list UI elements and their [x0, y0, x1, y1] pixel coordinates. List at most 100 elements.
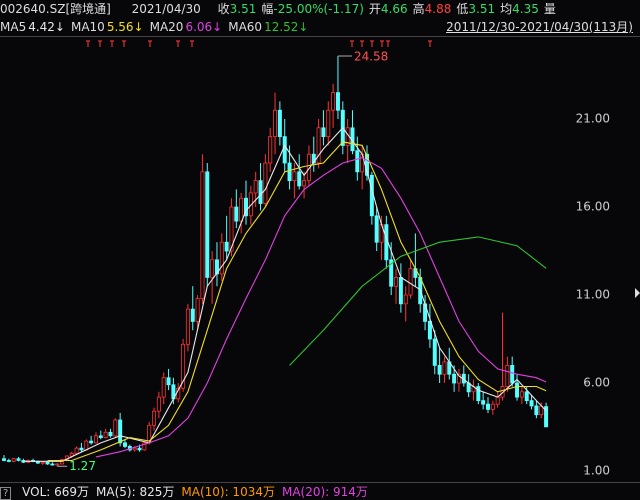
candle-body: [253, 180, 258, 194]
candle-body: [505, 365, 510, 387]
y-tick-label: 6.00: [583, 376, 610, 390]
candle-body: [398, 277, 403, 305]
ma-label: MA5: [0, 20, 27, 34]
candle-body: [16, 458, 21, 461]
candle-body: [427, 321, 432, 340]
ma-value: 6.06↓: [185, 20, 223, 34]
candle-body: [69, 453, 74, 457]
candle-body: [263, 162, 268, 204]
trough-label: 1.27: [69, 459, 96, 473]
candle-body: [335, 92, 340, 111]
candle-body: [152, 410, 157, 426]
candle-body: [248, 192, 253, 217]
event-marker: [122, 40, 126, 47]
ma-value: 5.56↓: [106, 20, 144, 34]
candle-body: [316, 127, 321, 164]
candle-body: [156, 396, 161, 412]
scroll-arrow: [635, 288, 640, 298]
candle-body: [432, 338, 437, 366]
candle-body: [442, 361, 447, 375]
candle-body: [113, 419, 118, 437]
ma-value: 12.52↓: [264, 20, 309, 34]
candle-body: [50, 463, 55, 466]
candle-body: [219, 241, 224, 275]
candle-body: [142, 442, 147, 451]
ma-line: [23, 126, 547, 462]
candle-body: [11, 458, 16, 462]
volume-stat: MA(20): 914万: [281, 485, 368, 499]
candle-body: [2, 458, 7, 461]
candle-body: [389, 259, 394, 287]
ma-line: [95, 157, 547, 458]
y-tick-label: 11.00: [576, 288, 610, 302]
event-marker: [370, 40, 374, 47]
candle-body: [123, 442, 128, 447]
candle-body: [108, 431, 113, 437]
volume-stat: VOL: 669万: [22, 485, 90, 499]
ma-value: 4.42↓: [28, 20, 65, 34]
candle-body: [297, 171, 302, 187]
field-label: 量: [543, 2, 556, 16]
candle-body: [355, 150, 360, 173]
candle-body: [74, 447, 79, 454]
candle-body: [374, 215, 379, 243]
candle-body: [311, 153, 316, 164]
candle-body: [40, 461, 45, 464]
candle-body: [190, 308, 195, 322]
candle-body: [200, 171, 205, 299]
candle-body: [485, 403, 490, 410]
candle-body: [510, 365, 515, 384]
candle-body: [476, 386, 481, 402]
candle-body: [6, 460, 11, 462]
ma-legend: MA5 4.42↓ MA10 5.56↓ MA20 6.06↓ MA60 12.52↓ 2011…: [0, 18, 640, 37]
event-marker: [190, 40, 194, 47]
ma-label: MA60: [228, 20, 263, 34]
field-label: 开: [368, 2, 381, 16]
candle-body: [258, 180, 263, 204]
event-marker: [110, 40, 114, 47]
field-label: 高: [412, 2, 425, 16]
field-value: 4.35: [512, 2, 539, 16]
date-range: 2011/12/30-2021/04/30(113月): [446, 20, 633, 34]
ma-label: MA20: [149, 20, 184, 34]
candle-body: [277, 109, 282, 138]
event-marker: [148, 40, 152, 47]
event-marker: [86, 40, 90, 47]
candle-body: [529, 400, 534, 407]
field-label: 低: [456, 2, 469, 16]
candle-body: [161, 377, 166, 398]
field-label: 收: [217, 2, 230, 16]
candle-body: [534, 405, 539, 416]
y-tick-label: 21.00: [576, 112, 610, 126]
candle-body: [369, 174, 374, 217]
candle-body: [403, 294, 408, 305]
candle-body: [544, 406, 549, 428]
candle-body: [132, 447, 137, 451]
quote-date: 2021/04/30: [131, 2, 201, 16]
candle-body: [321, 127, 326, 138]
candle-body: [481, 400, 486, 405]
help-button[interactable]: ?: [0, 487, 12, 500]
candle-body: [326, 109, 331, 138]
ma-label: MA10: [70, 20, 105, 34]
candle-body: [229, 206, 234, 252]
candle-body: [452, 373, 457, 384]
volume-footer: ? VOL: 669万 MA(5): 825万 MA(10): 1034万 MA(20…: [0, 482, 640, 500]
candle-body: [84, 440, 89, 451]
candle-body: [268, 136, 273, 164]
candle-body: [437, 365, 442, 375]
field-value: 4.66: [380, 2, 408, 16]
candle-body: [98, 435, 103, 438]
candle-body: [137, 447, 142, 451]
candle-body: [181, 343, 186, 389]
candle-body: [456, 373, 461, 384]
quote-header: 002640.SZ[跨境通] 2021/04/30 收3.51 幅-25.00%(…: [0, 0, 640, 18]
candle-body: [118, 419, 123, 444]
event-marker: [360, 40, 364, 47]
candle-body: [331, 92, 336, 111]
candle-body: [490, 403, 495, 410]
candle-body: [302, 180, 307, 187]
candle-body: [287, 162, 292, 182]
